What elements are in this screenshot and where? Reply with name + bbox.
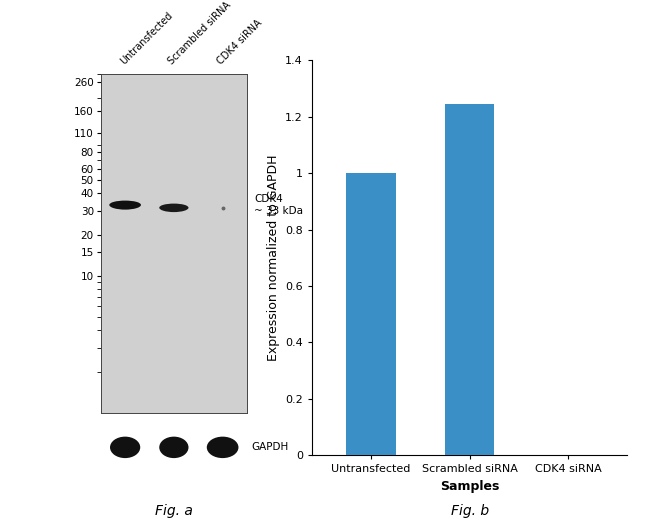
Ellipse shape [207,437,239,458]
Y-axis label: Expression normalized to GAPDH: Expression normalized to GAPDH [266,155,280,361]
X-axis label: Samples: Samples [440,480,499,492]
Text: Fig. a: Fig. a [155,504,193,519]
Text: Untransfected: Untransfected [118,10,174,66]
Ellipse shape [109,200,141,210]
Bar [445,104,494,455]
Text: GAPDH: GAPDH [251,442,288,452]
Bar [346,173,396,455]
Text: Scrambled siRNA: Scrambled siRNA [167,0,233,66]
Text: Fig. b: Fig. b [450,504,489,519]
Ellipse shape [159,437,188,458]
Ellipse shape [159,204,188,212]
Text: CDK4 siRNA: CDK4 siRNA [216,17,264,66]
Text: CDK4
~ 33 kDa: CDK4 ~ 33 kDa [254,194,303,216]
Ellipse shape [110,437,140,458]
